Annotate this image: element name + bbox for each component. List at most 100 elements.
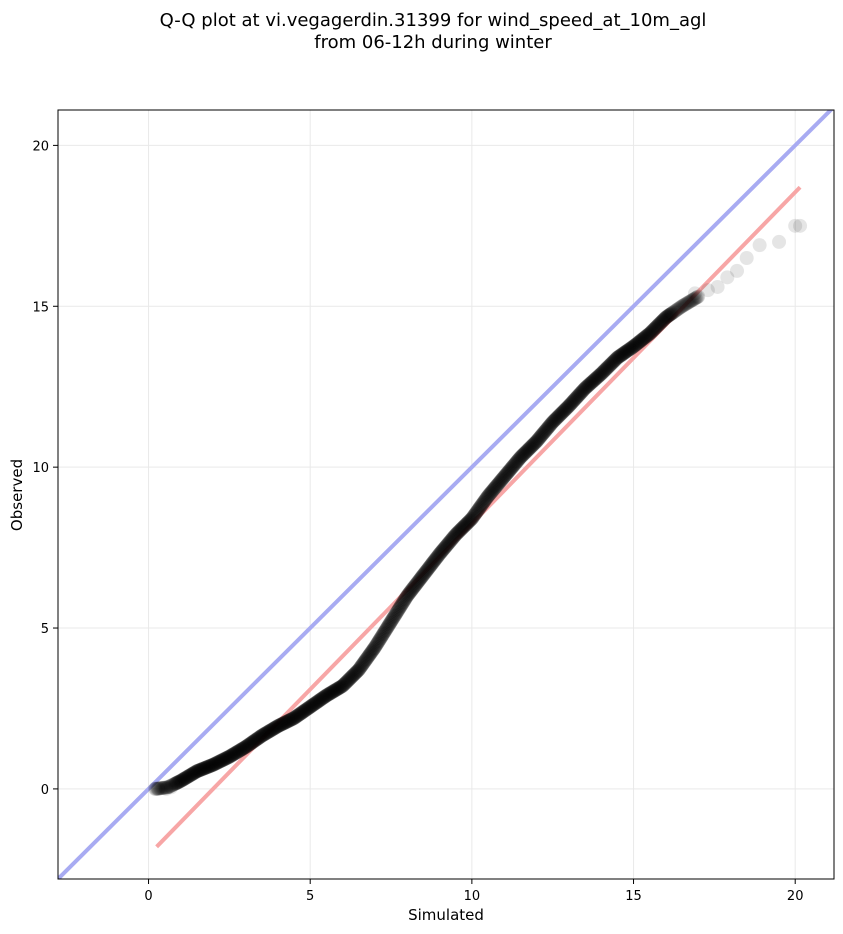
quantile-point xyxy=(621,342,636,357)
quantile-point xyxy=(260,725,275,740)
quantile-point xyxy=(534,428,549,443)
quantile-point xyxy=(516,447,531,462)
x-axis-ticks: 0 5 10 15 20 xyxy=(144,879,803,904)
quantile-point xyxy=(256,727,271,742)
quantile-point xyxy=(427,554,442,569)
quantile-point xyxy=(329,682,344,697)
quantile-point xyxy=(213,753,228,768)
quantile-point xyxy=(663,306,678,321)
quantile-point xyxy=(267,721,282,736)
quantile-point xyxy=(549,411,564,426)
quantile-point xyxy=(190,764,205,779)
quantile-point xyxy=(160,780,175,795)
quantile-point xyxy=(479,490,494,505)
quantile-point xyxy=(362,647,377,662)
quantile-point xyxy=(283,713,298,728)
quantile-point xyxy=(649,320,664,335)
quantile-point xyxy=(321,687,336,702)
quantile-point xyxy=(612,349,627,364)
quantile-point xyxy=(171,774,186,789)
quantile-point xyxy=(455,521,470,536)
quantile-point xyxy=(658,310,673,325)
quantile-point xyxy=(391,603,406,618)
quantile-point xyxy=(553,407,568,422)
quantile-point xyxy=(647,322,662,337)
quantile-point xyxy=(549,410,564,425)
quantile-point xyxy=(688,291,703,306)
quantile-point xyxy=(298,703,313,718)
quantile-point xyxy=(177,771,192,786)
quantile-point xyxy=(161,780,176,795)
quantile-point xyxy=(562,398,577,413)
quantile-point xyxy=(404,583,419,598)
tail-quantile-point xyxy=(159,781,174,796)
quantile-point xyxy=(361,649,376,664)
quantile-point xyxy=(352,661,367,676)
quantile-point xyxy=(409,576,424,591)
quantile-point xyxy=(500,465,515,480)
quantile-point xyxy=(325,685,340,700)
quantile-point xyxy=(501,464,516,479)
quantile-point xyxy=(360,650,375,665)
quantile-point xyxy=(433,546,448,561)
quantile-point xyxy=(235,741,250,756)
quantile-point xyxy=(430,549,445,564)
quantile-point xyxy=(576,383,591,398)
quantile-point xyxy=(426,555,441,570)
quantile-point xyxy=(579,379,594,394)
quantile-point xyxy=(315,691,330,706)
quantile-point xyxy=(397,593,412,608)
quantile-point xyxy=(244,735,259,750)
quantile-point xyxy=(373,631,388,646)
y-tick-label: 5 xyxy=(41,622,49,637)
quantile-point xyxy=(478,492,493,507)
quantile-point xyxy=(564,395,579,410)
quantile-point xyxy=(261,724,276,739)
quantile-point xyxy=(530,433,545,448)
quantile-point xyxy=(305,698,320,713)
quantile-point xyxy=(176,772,191,787)
quantile-point xyxy=(551,409,566,424)
quantile-point xyxy=(475,497,490,512)
x-tick-label: 0 xyxy=(144,889,152,904)
quantile-point xyxy=(656,312,671,327)
quantile-point xyxy=(255,728,270,743)
quantile-point xyxy=(588,371,603,386)
quantile-point xyxy=(624,340,639,355)
quantile-point xyxy=(343,670,358,685)
quantile-point xyxy=(248,733,263,748)
quantile-point xyxy=(681,295,696,310)
quantile-point xyxy=(229,745,244,760)
quantile-point xyxy=(463,512,478,527)
quantile-point xyxy=(577,382,592,397)
quantile-point xyxy=(604,356,619,371)
quantile-point xyxy=(438,539,453,554)
quantile-point xyxy=(155,781,170,796)
quantile-point xyxy=(149,781,164,796)
quantile-point xyxy=(299,702,314,717)
quantile-point xyxy=(175,773,190,788)
quantile-point xyxy=(556,404,571,419)
quantile-point xyxy=(510,454,525,469)
quantile-point xyxy=(434,544,449,559)
quantile-point xyxy=(369,638,384,653)
quantile-point xyxy=(634,333,649,348)
quantile-point xyxy=(271,718,286,733)
quantile-point xyxy=(163,778,178,793)
quantile-point xyxy=(689,290,704,305)
quantile-point xyxy=(370,636,385,651)
quantile-point xyxy=(563,396,578,411)
quantile-point xyxy=(447,529,462,544)
quantile-point xyxy=(523,440,538,455)
quantile-point xyxy=(570,390,585,405)
quantile-point xyxy=(186,766,201,781)
quantile-point xyxy=(174,773,189,788)
quantile-point xyxy=(503,462,518,477)
quantile-point xyxy=(230,744,245,759)
quantile-point xyxy=(215,753,230,768)
quantile-point xyxy=(671,301,686,316)
quantile-point xyxy=(348,666,363,681)
quantile-point xyxy=(620,343,635,358)
quantile-point xyxy=(340,674,355,689)
y-tick-label: 0 xyxy=(41,783,49,798)
